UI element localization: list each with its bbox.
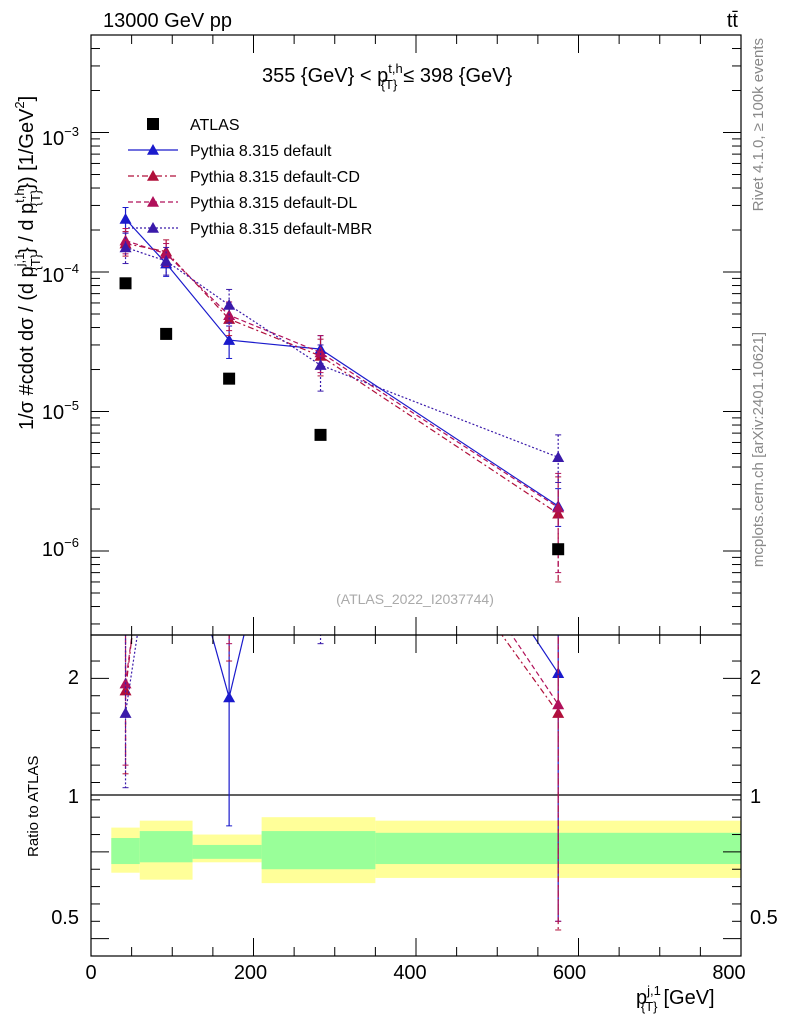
ratio-data-layer [119, 230, 565, 931]
atlas-data-point [314, 428, 327, 441]
series-point [314, 359, 327, 370]
ratio-panel: 2 1 0.5 2 1 0.5 Ratio to ATLAS 0 200 400… [25, 230, 778, 1014]
process-label: tt̄ [727, 10, 739, 32]
atlas-data-point [119, 277, 132, 290]
series-point [119, 241, 132, 253]
analysis-watermark: (ATLAS_2022_I2037744) [336, 591, 494, 607]
ratio-axis-ticks [90, 635, 742, 956]
atlas-data-point [160, 327, 173, 340]
ratio-point [552, 698, 565, 710]
chart-title: 355 {GeV} < pt,h {T} ≤ 398 {GeV} [262, 61, 512, 92]
ratio-y-tick-2-right: 2 [750, 667, 761, 689]
y-tick-1e-6: 10−6 [42, 535, 79, 561]
legend-marker [147, 222, 159, 233]
series-point [552, 507, 565, 519]
series-line [125, 242, 559, 515]
ratio-series-line [124, 635, 559, 714]
ratio-point [223, 691, 236, 703]
main-panel: 10−6 10−5 10−4 10−3 1/σ #cdot dσ / (d pj… [12, 34, 742, 636]
ratio-y-tick-05-left: 0.5 [51, 907, 79, 929]
main-y-axis-label: 1/σ #cdot dσ / (d pj,1{T}} / d pt,h{T}})… [12, 96, 43, 430]
legend-label: Pythia 8.315 default-CD [190, 169, 360, 186]
y-tick-1e-4: 10−4 [42, 261, 79, 287]
ratio-series-line [124, 635, 559, 705]
series-line [125, 240, 559, 509]
series-point [552, 501, 565, 513]
x-tick-600: 600 [553, 962, 586, 984]
ratio-point [223, 551, 235, 562]
ratio-series-line [211, 635, 559, 698]
ratio-series-line [124, 635, 138, 714]
x-tick-800: 800 [712, 962, 745, 984]
ratio-point [160, 438, 172, 449]
mcplots-label: mcplots.cern.ch [arXiv:2401.10621] [750, 332, 767, 567]
series-point [160, 254, 173, 266]
ratio-y-tick-05-right: 0.5 [750, 907, 778, 929]
main-axis-ticks [90, 34, 742, 635]
ratio-point [120, 516, 132, 527]
atlas-data-point [552, 543, 565, 556]
ratio-point [160, 369, 172, 380]
y-tick-1e-3: 10−3 [42, 124, 79, 150]
ratio-uncertainty-bands [111, 817, 741, 884]
x-tick-200: 200 [234, 962, 267, 984]
ratio-point [552, 230, 564, 241]
legend-marker [147, 144, 159, 155]
x-axis-label: pj,1 {T} [GeV] [636, 983, 715, 1014]
ratio-y-tick-2-left: 2 [68, 667, 79, 689]
legend-label: Pythia 8.315 default-DL [190, 195, 357, 212]
ratio-point [160, 343, 172, 354]
ratio-point [160, 464, 172, 475]
legend-label: Pythia 8.315 default-MBR [190, 221, 372, 238]
ratio-band-inner [139, 831, 193, 863]
x-tick-400: 400 [393, 962, 426, 984]
series-point [552, 451, 565, 463]
ratio-point [315, 473, 327, 484]
ratio-point [315, 308, 327, 319]
series-line [125, 218, 559, 507]
ratio-band-inner [111, 838, 140, 865]
ratio-point [223, 438, 235, 449]
ratio-band-inner [261, 831, 376, 870]
legend-marker [147, 196, 159, 207]
rivet-version-label: Rivet 4.1.0, ≥ 100k events [750, 38, 767, 211]
series-point [223, 299, 236, 310]
energy-label: 13000 GeV pp [103, 10, 232, 32]
series-point [119, 234, 132, 246]
atlas-data-point [223, 372, 236, 385]
x-tick-0: 0 [85, 962, 96, 984]
ratio-y-axis-label: Ratio to ATLAS [25, 756, 42, 857]
legend-marker-atlas [147, 118, 159, 130]
series-point [314, 346, 327, 358]
legend-marker [147, 170, 159, 181]
series-line [125, 246, 559, 458]
series-point [223, 334, 236, 345]
main-data-layer [119, 207, 565, 583]
y-tick-1e-5: 10−5 [42, 398, 79, 424]
ratio-point [223, 525, 235, 536]
ratio-band-inner [192, 844, 262, 859]
legend: ATLAS Pythia 8.315 default Pythia 8.315 de… [128, 117, 372, 238]
ratio-point [119, 707, 132, 718]
ratio-y-tick-1-right: 1 [750, 786, 761, 808]
series-point [119, 212, 132, 224]
legend-label: Pythia 8.315 default [190, 143, 332, 160]
legend-label: ATLAS [190, 117, 240, 134]
main-frame [90, 34, 742, 636]
ratio-y-tick-1-left: 1 [68, 786, 79, 808]
